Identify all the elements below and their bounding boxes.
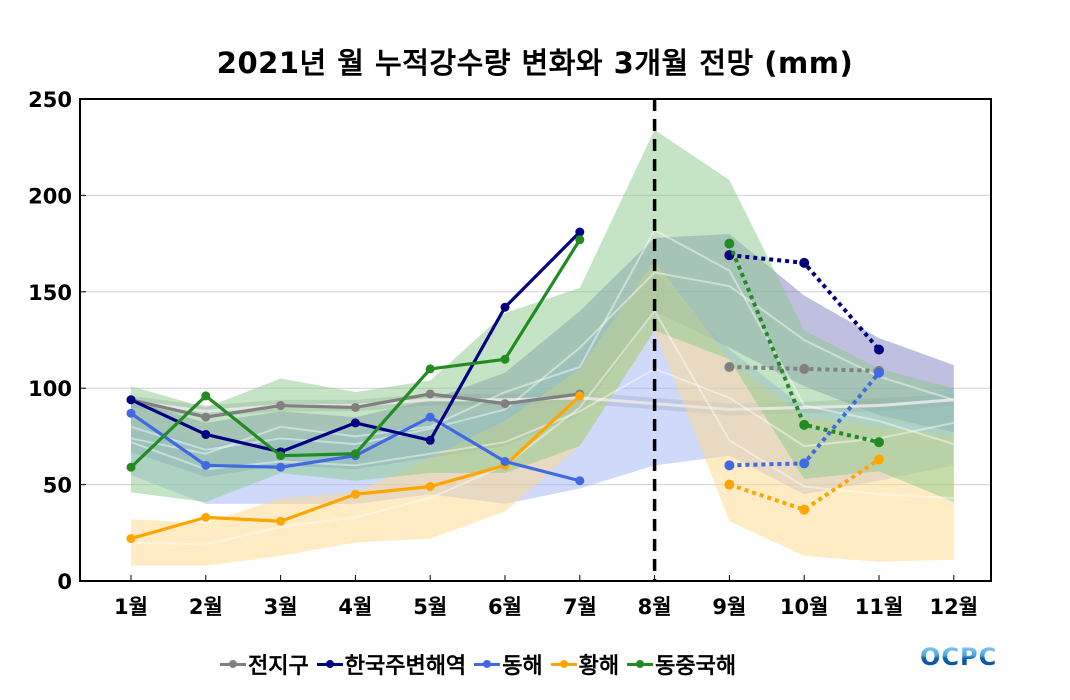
legend-label: 한국주변해역 [344,654,467,679]
ocpc-logo: OCPC [920,643,998,671]
observed-point [425,435,435,445]
observed-point [575,227,585,237]
legend-item: 전지구 [220,648,309,680]
forecast-point [724,361,735,372]
observed-point [201,512,211,522]
legend-line-marker-icon [316,655,343,673]
y-tick-label: 250 [28,88,72,112]
observed-point [500,456,510,466]
x-ticks: 1월 2월 3월 4월 5월 6월 7월 8월 9월 10월 11월 12월 [114,575,978,619]
normal-line-2 [130,367,955,471]
forecast-point [799,419,810,430]
forecast-point [724,460,735,471]
observed-point [350,418,360,428]
observed-point [500,354,510,364]
range-band-4 [131,129,954,502]
x-tick-label: 1월 [114,595,148,619]
forecast-point [874,367,884,378]
forecast-point [724,238,735,249]
legend-label: 전지구 [248,654,309,679]
x-tick-label: 11월 [855,595,904,619]
normal-line-4 [130,228,955,455]
y-tick-label: 100 [28,377,72,401]
forecast-point [874,344,884,355]
legend-item: 한국주변해역 [316,648,467,680]
legend-item: 동중국해 [627,648,736,680]
observed-point [276,516,286,526]
x-tick-label: 2월 [189,595,223,619]
observed-point [350,489,360,499]
series-lines [126,227,884,544]
x-tick-label: 9월 [712,595,746,619]
legend-label: 동중국해 [655,654,737,679]
chart-title: 2021년 월 누적강수량 변화와 3개월 전망 (mm) [216,46,854,80]
y-ticks: 0 50 100 150 200 250 [28,88,86,594]
observed-point [201,391,211,401]
x-tick-label: 8월 [638,595,672,619]
y-tick-label: 50 [43,474,72,498]
forecast-line-4 [727,242,880,445]
observed-point [575,476,585,486]
normal-line-3 [130,309,954,546]
observed-point [500,399,510,409]
forecast-point [799,458,810,469]
x-tick-label: 5월 [413,595,447,619]
observed-point [425,482,435,492]
observed-point [425,364,435,374]
observed-point [126,462,136,472]
observed-point [425,412,435,422]
y-tick-label: 150 [28,281,72,305]
observed-point [126,395,136,405]
observed-point [575,391,585,401]
forecast-point [799,257,810,268]
forecast-point [874,437,884,448]
legend-label: 동해 [502,654,543,679]
legend-line-marker-icon [220,655,246,673]
observed-point [350,449,360,459]
plot-frame [79,98,992,582]
forecast-point [799,363,810,374]
legend-line-marker-icon [550,655,577,673]
observed-point [201,429,211,439]
observed-point [276,462,286,472]
observed-point [350,402,360,412]
legend-line-marker-icon [627,655,654,673]
axes [79,98,992,582]
forecast-point [724,479,735,490]
line-chart: 0 50 100 150 200 250 1월 2월 3월 4월 5월 6월 7월 8월 9월 10월 11월… [28,88,992,619]
observed-point [425,389,435,399]
observed-point [276,451,286,461]
observed-point [126,408,136,418]
y-tick-label: 200 [28,184,72,208]
observed-point [575,235,585,245]
legend-item: 동해 [474,648,543,680]
legend: 전지구 한국주변해역 동해 황해 동중국해 [220,648,736,680]
y-tick-label: 0 [57,570,72,594]
x-tick-label: 7월 [563,595,597,619]
legend-item: 황해 [550,648,620,680]
forecast-point [799,504,810,515]
observed-point [201,460,211,470]
x-tick-label: 3월 [264,595,298,619]
x-tick-label: 12월 [930,595,979,619]
x-tick-label: 6월 [488,595,522,619]
observed-point [276,401,286,411]
normal-line-1 [130,271,955,451]
legend-label: 황해 [578,654,620,679]
x-tick-label: 10월 [780,595,829,619]
forecast-line-3 [728,457,881,512]
legend-line-marker-icon [474,655,501,673]
x-tick-label: 4월 [338,595,372,619]
observed-point [500,302,510,312]
forecast-point [874,454,884,465]
observed-point [126,534,136,544]
observed-point [201,412,211,422]
